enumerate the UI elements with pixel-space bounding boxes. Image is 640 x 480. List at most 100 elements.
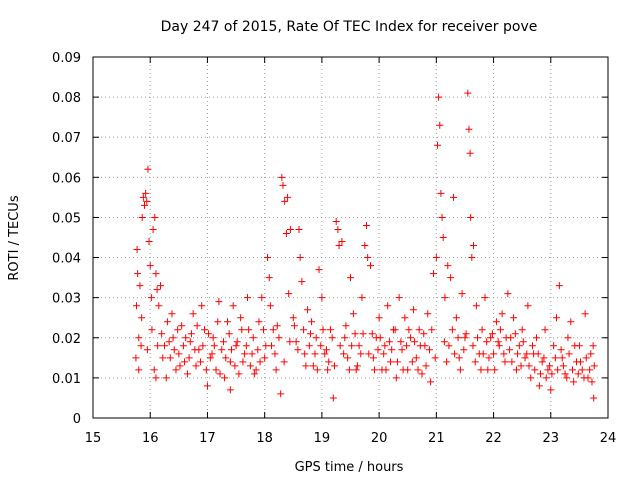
- data-point-marker: [151, 213, 159, 221]
- data-point-marker: [144, 165, 152, 173]
- data-point-marker: [351, 330, 359, 338]
- data-point-marker: [205, 330, 213, 338]
- data-point-marker: [135, 334, 143, 342]
- data-point-marker: [311, 350, 319, 358]
- data-point-marker: [142, 189, 150, 197]
- data-point-marker: [290, 322, 298, 330]
- data-point-marker: [214, 318, 222, 326]
- data-point-marker: [286, 225, 294, 233]
- data-point-marker: [557, 346, 565, 354]
- data-point-marker: [187, 330, 195, 338]
- data-point-marker: [365, 350, 373, 358]
- data-point-marker: [439, 234, 447, 241]
- y-axis-ticks: 0 0.01 0.02 0.03 0.04 0.05 0.06 0.07 0.08 0.09: [52, 51, 608, 427]
- data-point-marker: [368, 330, 376, 338]
- data-point-marker: [189, 310, 197, 318]
- data-point-marker: [202, 366, 210, 374]
- data-point-marker: [266, 302, 274, 310]
- data-point-marker: [467, 213, 475, 221]
- data-point-marker: [508, 358, 516, 366]
- data-point-marker: [588, 378, 596, 386]
- data-point-marker: [565, 350, 573, 358]
- data-point-marker: [322, 346, 330, 354]
- data-point-marker: [364, 254, 372, 262]
- data-point-marker: [300, 326, 308, 334]
- data-point-marker: [361, 242, 369, 250]
- data-point-marker: [512, 366, 520, 374]
- data-point-marker: [153, 286, 161, 294]
- data-point-marker: [237, 314, 245, 322]
- data-point-marker: [487, 334, 495, 342]
- data-point-marker: [223, 318, 231, 326]
- data-point-marker: [277, 390, 285, 398]
- data-point-marker: [301, 350, 309, 358]
- data-point-marker: [542, 374, 550, 382]
- data-point-marker: [427, 378, 435, 386]
- data-point-marker: [345, 366, 353, 374]
- data-point-marker: [328, 334, 336, 342]
- data-point-marker: [309, 362, 317, 370]
- data-point-marker: [248, 350, 256, 358]
- data-point-marker: [302, 362, 310, 370]
- data-point-marker: [132, 354, 140, 362]
- data-point-marker: [353, 362, 361, 370]
- data-point-marker: [169, 334, 177, 342]
- data-point-marker: [550, 342, 558, 350]
- data-point-marker: [315, 266, 323, 274]
- data-point-marker: [241, 350, 249, 358]
- chart-title: Day 247 of 2015, Rate Of TEC Index for r…: [161, 19, 538, 35]
- data-point-marker: [563, 374, 571, 382]
- data-point-marker: [186, 338, 194, 346]
- data-point-marker: [582, 354, 590, 362]
- x-tick-label: 23: [543, 431, 560, 446]
- data-point-marker: [541, 326, 549, 334]
- data-point-marker: [407, 334, 415, 342]
- data-point-marker: [225, 330, 233, 338]
- data-point-marker: [574, 370, 582, 378]
- data-point-marker: [242, 342, 250, 350]
- data-point-marker: [148, 326, 156, 334]
- data-point-marker: [488, 330, 496, 338]
- data-point-marker: [535, 382, 543, 390]
- data-point-marker: [208, 350, 216, 358]
- data-point-marker: [191, 346, 199, 354]
- data-point-marker: [182, 334, 190, 342]
- data-point-marker: [358, 294, 366, 302]
- data-point-marker: [531, 366, 539, 374]
- data-point-marker: [305, 342, 313, 350]
- data-point-marker: [454, 334, 462, 342]
- data-point-marker: [215, 298, 223, 306]
- data-point-marker: [502, 334, 510, 342]
- data-point-marker: [375, 314, 383, 322]
- data-point-marker: [332, 217, 340, 225]
- data-point-marker: [387, 358, 395, 366]
- data-point-marker: [483, 338, 491, 346]
- data-point-marker: [411, 338, 419, 346]
- data-point-marker: [561, 370, 569, 378]
- data-point-marker: [532, 334, 540, 342]
- data-point-marker: [210, 342, 218, 350]
- data-point-marker: [244, 294, 251, 302]
- data-point-marker: [376, 334, 384, 342]
- data-point-marker: [321, 350, 329, 358]
- data-point-marker: [504, 290, 512, 298]
- data-point-marker: [538, 358, 546, 366]
- data-point-marker: [500, 350, 508, 358]
- data-point-marker: [319, 326, 327, 334]
- data-point-marker: [484, 366, 492, 374]
- data-point-marker: [357, 350, 365, 358]
- data-point-marker: [554, 366, 562, 374]
- data-point-marker: [168, 310, 176, 318]
- data-point-marker: [433, 141, 441, 149]
- data-point-marker: [249, 334, 257, 342]
- data-point-marker: [330, 362, 338, 370]
- data-point-marker: [269, 326, 277, 334]
- data-point-marker: [408, 358, 416, 366]
- data-point-marker: [165, 338, 173, 346]
- data-point-marker: [590, 362, 598, 370]
- data-point-marker: [494, 338, 502, 346]
- data-point-marker: [528, 342, 536, 350]
- data-point-marker: [197, 358, 205, 366]
- data-point-marker: [398, 346, 406, 354]
- data-point-marker: [395, 294, 403, 302]
